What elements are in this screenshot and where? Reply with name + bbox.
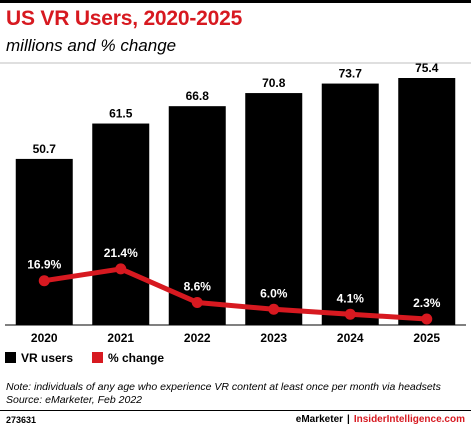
x-tick-label-2024: 2024 (337, 331, 364, 345)
x-tick-label-2022: 2022 (184, 331, 211, 345)
percent-change-point-2022 (191, 296, 203, 308)
x-tick-label-2025: 2025 (413, 331, 440, 345)
bar-value-label-2021: 61.5 (109, 107, 133, 121)
footer-rule (0, 410, 471, 411)
legend-swatch-vr-users (5, 352, 16, 363)
x-tick-label-2023: 2023 (260, 331, 287, 345)
bar-value-label-2022: 66.8 (186, 89, 210, 103)
percent-change-label-2024: 4.1% (337, 291, 365, 305)
brand-site-link[interactable]: InsiderIntelligence.com (353, 414, 465, 425)
x-tick-label-2021: 2021 (107, 331, 134, 345)
chart-subtitle: millions and % change (6, 36, 177, 55)
percent-change-point-2024 (344, 308, 356, 320)
bar-2024 (321, 83, 379, 325)
percent-change-label-2023: 6.0% (260, 286, 288, 300)
bar-2021 (92, 123, 150, 325)
percent-change-line (41, 266, 430, 322)
brand-separator: | (347, 414, 350, 425)
percent-change-point-2025 (421, 313, 433, 325)
bar-2025 (398, 78, 456, 325)
footnote-source: Source: eMarketer, Feb 2022 (6, 394, 142, 406)
percent-change-point-2020 (38, 275, 50, 287)
percent-change-label-2022: 8.6% (184, 279, 212, 293)
bar-2020 (15, 158, 73, 325)
bar-value-label-2025: 75.4 (415, 61, 439, 75)
percent-change-point-2023 (268, 303, 280, 315)
top-rule (0, 0, 471, 3)
legend-label-percent-change: % change (108, 351, 164, 365)
bar-2022 (168, 106, 226, 325)
bar-value-label-2023: 70.8 (262, 76, 286, 90)
percent-change-point-2021 (115, 263, 127, 275)
footer-brand: eMarketer | InsiderIntelligence.com (296, 414, 465, 425)
chart-title: US VR Users, 2020-2025 (6, 7, 243, 30)
bar-2023 (245, 93, 303, 325)
brand-name: eMarketer (295, 414, 344, 425)
bar-value-label-2020: 50.7 (33, 142, 57, 156)
chart-area: 16.9% 21.4% 8.6% 6.0% 4.1% 2.3% 50.7 61.5 66.8 7… (0, 61, 471, 365)
chart-id: 273631 (6, 415, 37, 425)
footnote-note: Note: individuals of any age who experie… (6, 381, 441, 393)
legend-swatch-percent-change (92, 352, 103, 363)
footnote: Note: individuals of any age who experie… (6, 381, 468, 407)
percent-change-label-2021: 21.4% (104, 246, 138, 260)
bar-value-label-2024: 73.7 (339, 67, 363, 81)
percent-change-label-2025: 2.3% (413, 296, 441, 310)
percent-change-label-2020: 16.9% (27, 258, 61, 272)
legend-label-vr-users: VR users (21, 351, 73, 365)
x-tick-label-2020: 2020 (31, 331, 58, 345)
